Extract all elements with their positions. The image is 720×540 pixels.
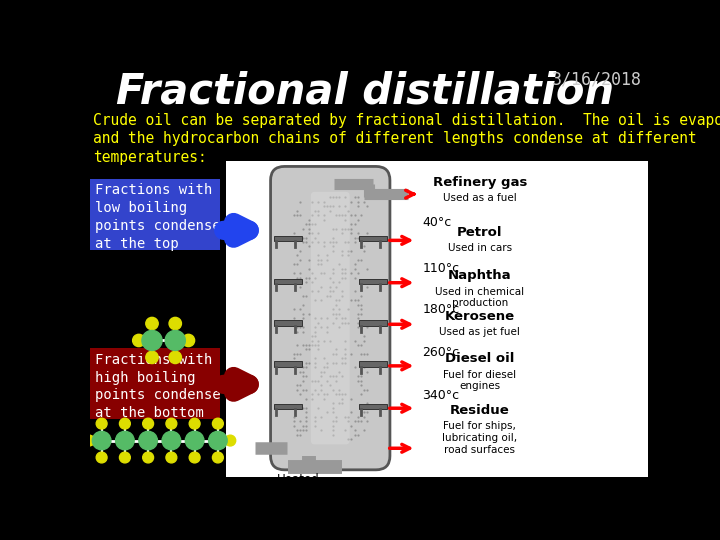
- Circle shape: [96, 452, 107, 463]
- Circle shape: [189, 452, 200, 463]
- Text: Fuel for ships,
lubricating oil,
road surfaces: Fuel for ships, lubricating oil, road su…: [442, 421, 518, 455]
- Circle shape: [116, 431, 134, 450]
- Circle shape: [96, 418, 107, 429]
- Text: 110°c: 110°c: [423, 261, 459, 274]
- Bar: [359, 320, 387, 326]
- Circle shape: [132, 334, 145, 347]
- Bar: [274, 236, 302, 241]
- Text: Fuel for diesel
engines: Fuel for diesel engines: [444, 370, 516, 392]
- Circle shape: [139, 431, 158, 450]
- Text: Diesel oil: Diesel oil: [445, 353, 515, 366]
- Circle shape: [165, 330, 185, 350]
- Text: Used as jet fuel: Used as jet fuel: [439, 327, 521, 338]
- Text: 3/16/2018: 3/16/2018: [552, 71, 642, 89]
- Circle shape: [169, 351, 181, 363]
- Text: Refinery gas: Refinery gas: [433, 176, 527, 189]
- Text: Crude oil can be separated by fractional distillation.  The oil is evaporated
an: Crude oil can be separated by fractional…: [93, 112, 720, 165]
- Bar: [359, 279, 387, 284]
- Circle shape: [84, 435, 94, 446]
- Text: 260°c: 260°c: [423, 346, 459, 359]
- Circle shape: [225, 435, 235, 446]
- Circle shape: [92, 431, 111, 450]
- Text: Heated
crude oil: Heated crude oil: [276, 473, 328, 501]
- Circle shape: [143, 418, 153, 429]
- Circle shape: [142, 330, 162, 350]
- Text: Kerosene: Kerosene: [445, 310, 515, 323]
- Circle shape: [166, 452, 177, 463]
- Text: Fractions with
high boiling
points condense
at the bottom: Fractions with high boiling points conde…: [94, 353, 220, 420]
- Bar: [274, 320, 302, 326]
- Circle shape: [209, 431, 228, 450]
- FancyBboxPatch shape: [311, 192, 350, 444]
- Circle shape: [169, 318, 181, 330]
- Text: Used in cars: Used in cars: [448, 244, 512, 253]
- Circle shape: [145, 318, 158, 330]
- Circle shape: [120, 452, 130, 463]
- Bar: [359, 361, 387, 367]
- Text: Fractional distillation: Fractional distillation: [116, 71, 614, 113]
- Circle shape: [185, 431, 204, 450]
- Bar: [90, 179, 220, 249]
- Bar: [359, 403, 387, 409]
- Circle shape: [120, 418, 130, 429]
- Bar: [274, 403, 302, 409]
- Circle shape: [212, 418, 223, 429]
- Bar: [274, 279, 302, 284]
- Circle shape: [145, 351, 158, 363]
- Bar: [90, 348, 220, 419]
- Bar: [359, 236, 387, 241]
- Text: Fractions with
low boiling
points condense
at the top: Fractions with low boiling points conden…: [94, 184, 220, 251]
- Circle shape: [166, 418, 177, 429]
- Text: Used in chemical
production: Used in chemical production: [436, 287, 524, 308]
- Text: Naphtha: Naphtha: [448, 269, 512, 282]
- Circle shape: [162, 431, 181, 450]
- Text: Petrol: Petrol: [457, 226, 503, 239]
- Bar: [225, 161, 648, 477]
- Bar: [274, 361, 302, 367]
- Text: Residue: Residue: [450, 404, 510, 417]
- Text: 340°c: 340°c: [423, 389, 459, 402]
- Text: 180°c: 180°c: [423, 303, 460, 316]
- Text: 40°c: 40°c: [423, 216, 451, 229]
- Circle shape: [189, 418, 200, 429]
- FancyBboxPatch shape: [271, 166, 390, 470]
- Circle shape: [182, 334, 194, 347]
- Text: Used as a fuel: Used as a fuel: [443, 193, 517, 204]
- Circle shape: [143, 452, 153, 463]
- Circle shape: [212, 452, 223, 463]
